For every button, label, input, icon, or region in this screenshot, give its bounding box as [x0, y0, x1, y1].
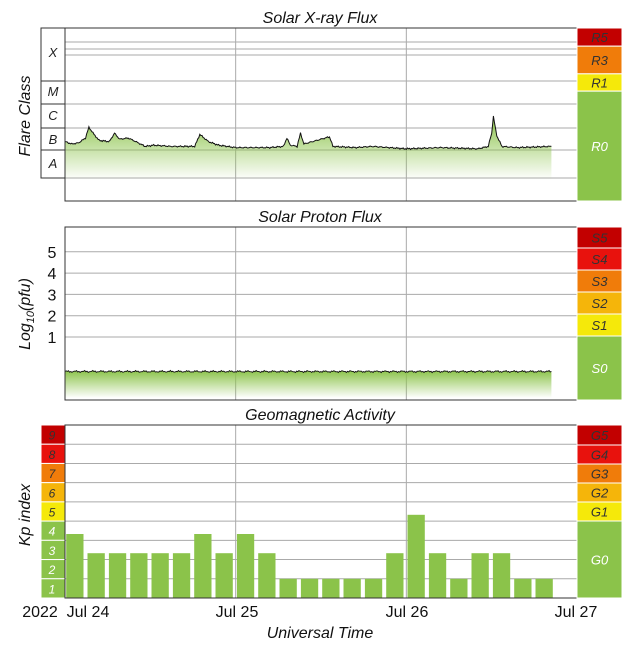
- proton-scale-label-s2: S2: [592, 296, 609, 311]
- kp-scale-label-g2: G2: [591, 486, 609, 501]
- kp-bar: [130, 553, 148, 598]
- kp-bar: [386, 553, 404, 598]
- kp-level-label-3: 3: [49, 544, 56, 558]
- kp-bar: [258, 553, 276, 598]
- x-tick-label-jul27: Jul 27: [555, 604, 598, 621]
- kp-bar: [471, 553, 489, 598]
- proton-scale-label-s4: S4: [592, 252, 608, 267]
- xray-class-label-b: B: [49, 132, 58, 147]
- proton-panel: 1 2 3 4 5 S5 S4 S3 S2 S1 S0: [48, 226, 623, 401]
- kp-level-label-1: 1: [49, 582, 56, 596]
- kp-scale-label-g0: G0: [591, 553, 609, 568]
- xray-scale-label-r5: R5: [591, 30, 608, 45]
- proton-scale-label-s1: S1: [592, 318, 608, 333]
- kp-panel: 9 8 7 6 5 4 3 2 1 G5 G4 G3 G2 G1 G0: [40, 424, 623, 599]
- xray-flux-area: [65, 116, 552, 180]
- kp-bar: [364, 578, 383, 598]
- proton-y-tick-label: 1: [48, 330, 57, 347]
- xray-class-box-a: [40, 149, 66, 179]
- kp-bar: [514, 578, 532, 598]
- proton-scale-label-s5: S5: [592, 231, 609, 246]
- proton-y-tick-label: 3: [48, 287, 57, 304]
- kp-bar: [300, 578, 319, 598]
- xray-class-box-x: [40, 27, 66, 82]
- xray-scale-band-r3: [576, 45, 623, 75]
- proton-panel-title: Solar Proton Flux: [258, 209, 383, 226]
- xray-scale-label-r0: R0: [591, 139, 608, 154]
- kp-level-label-4: 4: [49, 525, 56, 539]
- kp-bar: [172, 553, 191, 598]
- kp-level-label-7: 7: [49, 467, 57, 481]
- kp-bar: [66, 534, 84, 598]
- kp-scale-label-g4: G4: [591, 448, 608, 463]
- xray-class-label-a: A: [48, 156, 58, 171]
- kp-bar: [322, 578, 340, 598]
- x-axis-title: Universal Time: [267, 625, 374, 642]
- x-tick-label-jul24: Jul 24: [67, 604, 110, 621]
- kp-level-label-5: 5: [49, 506, 56, 520]
- xray-scale-label-r3: R3: [591, 53, 608, 68]
- proton-y-tick-label: 4: [48, 266, 57, 283]
- proton-scale-label-s3: S3: [592, 274, 609, 289]
- kp-bar: [450, 578, 468, 598]
- kp-bar: [194, 534, 212, 598]
- kp-bar: [108, 553, 127, 598]
- xray-scale-label-r1: R1: [591, 75, 608, 90]
- kp-bar: [535, 578, 553, 598]
- kp-bar: [407, 514, 425, 598]
- kp-bar: [279, 578, 297, 598]
- kp-scale-label-g3: G3: [591, 467, 609, 482]
- xray-flux-trace: [64, 115, 552, 151]
- proton-flux-area: [65, 370, 552, 398]
- proton-scale-band-s0: [576, 335, 623, 401]
- kp-bar: [215, 553, 233, 598]
- kp-level-label-9: 9: [49, 429, 56, 443]
- x-tick-label-jul26: Jul 26: [386, 604, 429, 621]
- kp-scale-label-g1: G1: [591, 505, 608, 520]
- geomagnetic-panel-title: Geomagnetic Activity: [245, 407, 396, 424]
- kp-bar: [87, 553, 105, 598]
- proton-y-tick-label: 2: [48, 309, 57, 326]
- xray-class-label-x: X: [48, 45, 59, 60]
- xray-class-label-c: C: [48, 108, 58, 123]
- kp-bar: [236, 534, 255, 598]
- x-axis-year-label: 2022: [22, 604, 58, 621]
- proton-y-tick-label: 5: [48, 245, 57, 262]
- x-tick-label-jul25: Jul 25: [216, 604, 259, 621]
- kp-bar: [492, 553, 511, 598]
- kp-level-label-8: 8: [49, 448, 56, 462]
- xray-scale-band-r0: [576, 90, 623, 202]
- xray-class-label-m: M: [48, 84, 59, 99]
- kp-bar: [151, 553, 169, 598]
- kp-plot-bg: [65, 425, 577, 598]
- proton-scale-label-s0: S0: [592, 361, 609, 376]
- xray-panel-title: Solar X-ray Flux: [263, 10, 379, 27]
- proton-flux-trace: [64, 369, 552, 374]
- kp-bar: [428, 553, 447, 598]
- kp-bar: [343, 578, 361, 598]
- kp-level-label-2: 2: [48, 563, 56, 577]
- proton-y-axis-title: Log10(pfu): [17, 278, 37, 350]
- kp-y-axis-title: Kp index: [17, 483, 34, 546]
- kp-scale-band-g0: [576, 520, 623, 599]
- kp-level-label-6: 6: [49, 486, 56, 500]
- xray-y-axis-title: Flare Class: [17, 76, 34, 157]
- kp-scale-label-g5: G5: [591, 428, 609, 443]
